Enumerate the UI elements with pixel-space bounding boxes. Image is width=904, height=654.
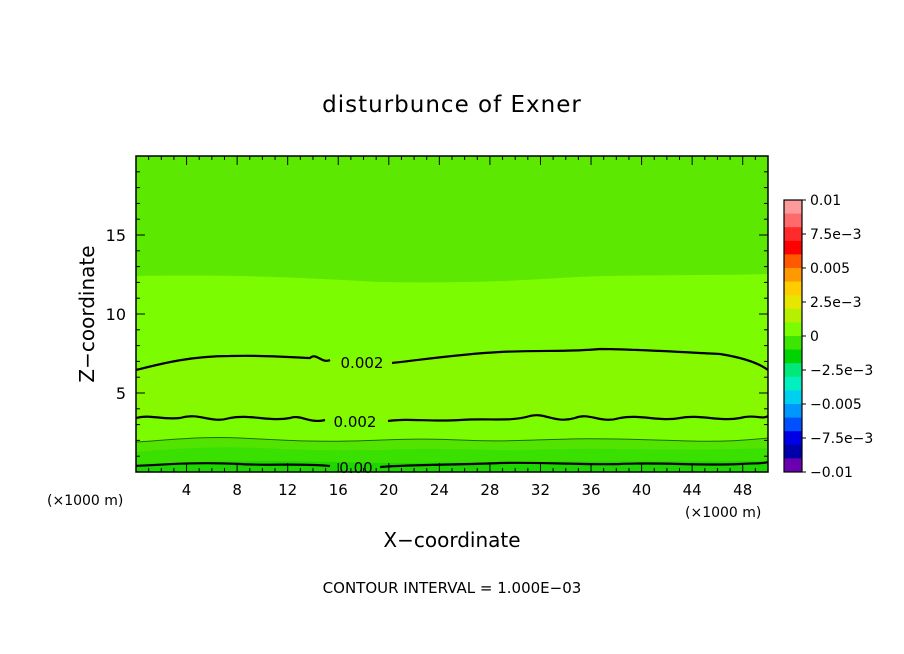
colorbar-swatch <box>784 295 802 310</box>
colorbar-swatch <box>784 240 802 255</box>
x-tick-label: 40 <box>632 481 651 499</box>
y-tick-label: 15 <box>106 226 126 245</box>
colorbar-swatch <box>784 281 802 296</box>
x-tick-label: 8 <box>232 481 242 499</box>
x-axis-unit: (×1000 m) <box>685 505 761 521</box>
colorbar-swatch <box>784 268 802 282</box>
colorbar-label: −7.5e−3 <box>810 431 873 447</box>
colorbar-swatch <box>784 417 802 432</box>
y-axis-title: Z−coordinate <box>75 245 99 382</box>
colorbar-swatch <box>784 390 802 405</box>
colorbar-label: −2.5e−3 <box>810 363 873 379</box>
colorbar-swatch <box>784 376 802 391</box>
colorbar-swatch <box>784 254 802 269</box>
x-tick-label: 32 <box>531 481 550 499</box>
contour-field <box>136 156 768 472</box>
colorbar-swatch <box>784 336 802 350</box>
band-top-darker <box>136 156 768 283</box>
contour-label: 0.002 <box>341 354 384 372</box>
x-tick-label: 48 <box>733 481 752 499</box>
colorbar-swatch <box>784 458 802 473</box>
colorbar-swatch <box>784 213 802 228</box>
contour-label: 0.002 <box>334 413 377 431</box>
colorbar-swatch <box>784 322 802 337</box>
x-tick-label: 24 <box>430 481 449 499</box>
contour-line-lower <box>136 414 768 423</box>
colorbar-swatch <box>784 431 802 446</box>
y-tick-label: 10 <box>106 305 126 324</box>
y-axis-ticks <box>136 171 768 457</box>
colorbar-swatch <box>784 200 802 214</box>
contour-line-thin <box>136 436 768 443</box>
colorbar-swatch <box>784 308 802 323</box>
colorbar-swatch <box>784 444 802 459</box>
x-tick-label: 36 <box>581 481 600 499</box>
colorbar-swatch <box>784 349 802 364</box>
x-tick-label: 16 <box>329 481 348 499</box>
contour-line-upper <box>136 347 768 372</box>
x-axis-ticks <box>148 156 756 472</box>
colorbar-label: −0.01 <box>810 465 853 481</box>
y-tick-labels: 5 10 15 <box>106 226 126 403</box>
colorbar-label: 7.5e−3 <box>810 227 862 243</box>
x-tick-labels: 4 8 12 16 20 24 28 32 36 40 44 48 <box>182 481 752 499</box>
x-tick-label: 28 <box>480 481 499 499</box>
colorbar-swatch <box>784 363 802 378</box>
colorbar-label: 0.005 <box>810 261 850 277</box>
contour-line-bottom <box>136 460 768 469</box>
contour-interval-note: CONTOUR INTERVAL = 1.000E−03 <box>323 579 582 597</box>
x-tick-label: 44 <box>683 481 702 499</box>
colorbar-swatch <box>784 227 802 242</box>
colorbar-label: 0 <box>810 329 819 345</box>
chart-title: disturbunce of Exner <box>322 92 582 118</box>
colorbar-label: 0.01 <box>810 193 841 209</box>
colorbar-swatch <box>784 404 802 418</box>
x-axis-title: X−coordinate <box>383 528 520 552</box>
contour-label: 0.00 <box>339 459 372 477</box>
colorbar <box>784 200 802 473</box>
colorbar-label: 2.5e−3 <box>810 295 862 311</box>
y-axis-unit: (×1000 m) <box>47 493 123 509</box>
x-tick-label: 12 <box>278 481 297 499</box>
x-tick-label: 20 <box>379 481 398 499</box>
colorbar-label: −0.005 <box>810 397 862 413</box>
y-tick-label: 5 <box>116 384 126 403</box>
band-middle <box>136 349 768 421</box>
x-tick-label: 4 <box>182 481 192 499</box>
colorbar-labels: 0.01 7.5e−3 0.005 2.5e−3 0 −2.5e−3 −0.005 −7.5e… <box>802 193 873 481</box>
